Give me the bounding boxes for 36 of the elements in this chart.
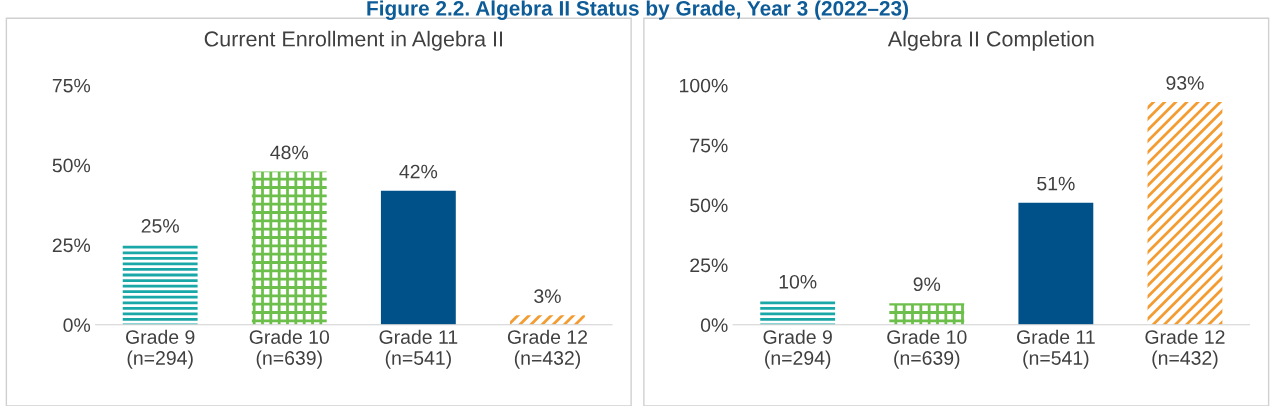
caption: Figure 2.2. Algebra II Status by Grade, Year 3 (2022–23) [367, 0, 909, 20]
data-label: 10% [779, 274, 817, 289]
bar [760, 300, 836, 325]
x-tick-label: Grade 12 (n=432) [507, 329, 588, 369]
y-tick-label: 75% [690, 138, 728, 153]
data-label: 48% [270, 145, 309, 160]
y-tick-label: 75% [52, 78, 91, 93]
y-tick-label: 0% [63, 318, 91, 333]
x-tick-label: Grade 9 (n=294) [763, 329, 832, 369]
x-tick-label: Grade 12 (n=432) [1145, 329, 1225, 369]
bar [1147, 102, 1223, 325]
data-label: 9% [913, 277, 941, 292]
data-label: 25% [141, 219, 179, 233]
y-tick-label: 0% [700, 318, 728, 333]
bar [1018, 202, 1094, 325]
y-tick-label: 25% [52, 238, 91, 253]
x-tick-label: Grade 10 (n=639) [887, 329, 967, 369]
chart-title: Current Enrollment in Algebra II [204, 30, 503, 51]
bar [510, 315, 585, 325]
bar [889, 303, 965, 325]
data-label: 42% [399, 164, 438, 179]
bar [122, 244, 198, 325]
x-tick-label: Grade 11 (n=541) [1017, 329, 1095, 369]
x-tick-label: Grade 10 (n=639) [249, 329, 330, 369]
bar [380, 190, 456, 325]
data-label: 3% [534, 289, 561, 304]
bar [251, 171, 327, 325]
y-tick-label: 50% [690, 198, 728, 213]
data-label: 51% [1037, 176, 1075, 191]
data-label: 93% [1166, 76, 1204, 90]
x-tick-label: Grade 11 (n=541) [379, 329, 458, 369]
y-tick-label: 100% [680, 78, 728, 93]
chart-title: Algebra II Completion [887, 30, 1094, 51]
y-tick-label: 25% [690, 258, 728, 273]
x-tick-label: Grade 9 (n=294) [126, 329, 195, 369]
y-tick-label: 50% [52, 158, 91, 173]
